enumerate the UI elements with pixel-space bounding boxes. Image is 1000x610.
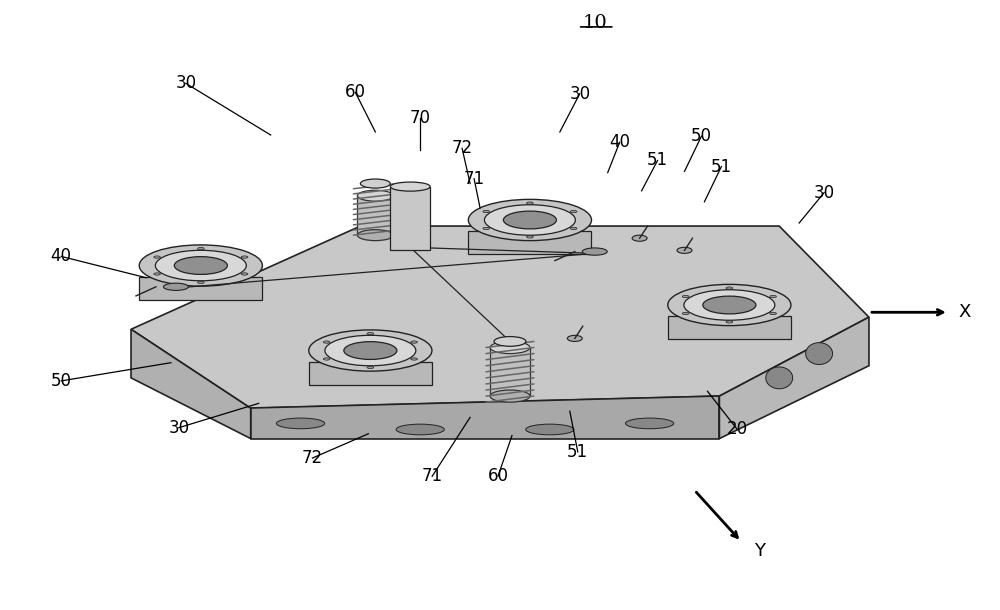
Ellipse shape	[241, 256, 248, 258]
Polygon shape	[131, 329, 251, 439]
Ellipse shape	[198, 248, 204, 249]
Ellipse shape	[163, 283, 188, 290]
Text: 10: 10	[582, 13, 607, 32]
Ellipse shape	[309, 330, 432, 371]
Ellipse shape	[632, 235, 647, 241]
Text: 20: 20	[727, 420, 748, 439]
Text: 72: 72	[302, 449, 323, 467]
Ellipse shape	[494, 337, 526, 346]
Text: 60: 60	[488, 467, 509, 485]
Ellipse shape	[360, 179, 390, 188]
Ellipse shape	[490, 390, 530, 402]
Ellipse shape	[526, 424, 574, 435]
Ellipse shape	[567, 336, 582, 342]
Text: 51: 51	[711, 157, 732, 176]
Ellipse shape	[766, 367, 793, 389]
Text: 72: 72	[452, 139, 473, 157]
Ellipse shape	[357, 190, 393, 201]
Ellipse shape	[806, 343, 833, 365]
Ellipse shape	[325, 336, 416, 366]
Ellipse shape	[770, 295, 776, 298]
Ellipse shape	[174, 257, 227, 274]
Text: 50: 50	[691, 127, 712, 145]
Text: 40: 40	[609, 133, 630, 151]
Polygon shape	[390, 187, 430, 250]
Text: Y: Y	[754, 542, 765, 560]
Ellipse shape	[154, 273, 160, 275]
Ellipse shape	[625, 418, 674, 429]
Ellipse shape	[668, 284, 791, 326]
Ellipse shape	[726, 321, 733, 323]
Ellipse shape	[503, 211, 556, 229]
Ellipse shape	[468, 199, 591, 240]
Polygon shape	[251, 396, 719, 439]
Ellipse shape	[582, 248, 607, 255]
Text: 71: 71	[464, 170, 485, 188]
Polygon shape	[490, 348, 530, 396]
Text: 51: 51	[567, 443, 588, 461]
Ellipse shape	[527, 235, 533, 238]
Ellipse shape	[276, 418, 325, 429]
Polygon shape	[468, 231, 591, 254]
Text: 51: 51	[647, 151, 668, 170]
Text: 70: 70	[410, 109, 431, 127]
Ellipse shape	[490, 342, 530, 354]
Ellipse shape	[139, 245, 262, 286]
Text: 30: 30	[814, 184, 835, 202]
Ellipse shape	[241, 273, 248, 275]
Ellipse shape	[483, 228, 490, 229]
Ellipse shape	[155, 250, 246, 281]
Ellipse shape	[411, 358, 417, 360]
Ellipse shape	[154, 256, 160, 258]
Text: 30: 30	[175, 74, 196, 92]
Ellipse shape	[527, 202, 533, 204]
Ellipse shape	[323, 341, 330, 343]
Text: 60: 60	[345, 84, 366, 101]
Ellipse shape	[367, 366, 374, 368]
Polygon shape	[139, 277, 262, 300]
Polygon shape	[357, 196, 393, 235]
Ellipse shape	[684, 290, 775, 320]
Ellipse shape	[483, 210, 490, 213]
Ellipse shape	[390, 182, 430, 191]
Text: 30: 30	[569, 85, 590, 102]
Text: X: X	[959, 303, 971, 321]
Ellipse shape	[198, 281, 204, 284]
Ellipse shape	[682, 295, 689, 298]
Polygon shape	[131, 226, 869, 408]
Ellipse shape	[323, 358, 330, 360]
Ellipse shape	[682, 312, 689, 315]
Ellipse shape	[677, 247, 692, 253]
Text: 30: 30	[168, 418, 189, 437]
Ellipse shape	[396, 424, 444, 435]
Ellipse shape	[570, 228, 577, 229]
Polygon shape	[719, 317, 869, 439]
Ellipse shape	[484, 205, 575, 235]
Ellipse shape	[411, 341, 417, 343]
Polygon shape	[309, 362, 432, 385]
Ellipse shape	[570, 210, 577, 213]
Ellipse shape	[770, 312, 776, 315]
Ellipse shape	[357, 230, 393, 240]
Ellipse shape	[726, 287, 733, 289]
Text: 50: 50	[51, 372, 72, 390]
Ellipse shape	[344, 342, 397, 359]
Text: 71: 71	[422, 467, 443, 485]
Polygon shape	[668, 316, 791, 339]
Ellipse shape	[703, 296, 756, 314]
Text: 40: 40	[51, 248, 72, 265]
Ellipse shape	[367, 332, 374, 335]
